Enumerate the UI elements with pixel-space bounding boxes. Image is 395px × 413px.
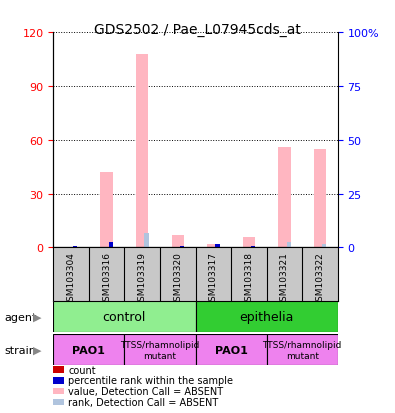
Bar [124, 335, 196, 366]
Text: GSM103320: GSM103320 [173, 252, 182, 306]
Bar [53, 301, 196, 332]
Bar [196, 335, 267, 366]
Text: percentile rank within the sample: percentile rank within the sample [68, 375, 233, 385]
Bar [136, 55, 149, 248]
Text: GSM103318: GSM103318 [245, 252, 253, 306]
Bar [207, 244, 220, 248]
Bar [215, 244, 220, 248]
Text: PAO1: PAO1 [72, 345, 105, 355]
Bar [53, 335, 124, 366]
Text: ▶: ▶ [33, 345, 42, 355]
Bar [100, 173, 113, 248]
Text: GDS2502 / Pae_L07945cds_at: GDS2502 / Pae_L07945cds_at [94, 23, 301, 37]
Text: agent: agent [4, 312, 36, 322]
Bar [144, 233, 149, 248]
Bar [286, 242, 291, 248]
Bar [109, 242, 113, 248]
Bar [314, 150, 326, 248]
Text: GSM103321: GSM103321 [280, 252, 289, 306]
Text: GSM103322: GSM103322 [316, 252, 324, 306]
Bar [267, 335, 338, 366]
Text: TTSS/rhamnolipid
mutant: TTSS/rhamnolipid mutant [263, 340, 342, 360]
Text: TTSS/rhamnolipid
mutant: TTSS/rhamnolipid mutant [120, 340, 199, 360]
Bar [322, 244, 326, 248]
Bar [73, 246, 77, 248]
Text: rank, Detection Call = ABSENT: rank, Detection Call = ABSENT [68, 397, 218, 407]
Text: GSM103316: GSM103316 [102, 252, 111, 306]
Text: value, Detection Call = ABSENT: value, Detection Call = ABSENT [68, 386, 224, 396]
Text: GSM103317: GSM103317 [209, 252, 218, 306]
Text: strain: strain [4, 345, 36, 355]
Bar [171, 235, 184, 248]
Bar [180, 246, 184, 248]
Text: count: count [68, 365, 96, 375]
Text: GSM103304: GSM103304 [67, 252, 75, 306]
Text: PAO1: PAO1 [214, 345, 248, 355]
Text: GSM103319: GSM103319 [138, 252, 147, 306]
Text: ▶: ▶ [33, 312, 42, 322]
Text: epithelia: epithelia [239, 311, 294, 323]
Bar [278, 147, 291, 248]
Bar [251, 246, 255, 248]
Bar [243, 237, 255, 248]
Text: control: control [103, 311, 146, 323]
Bar [196, 301, 338, 332]
